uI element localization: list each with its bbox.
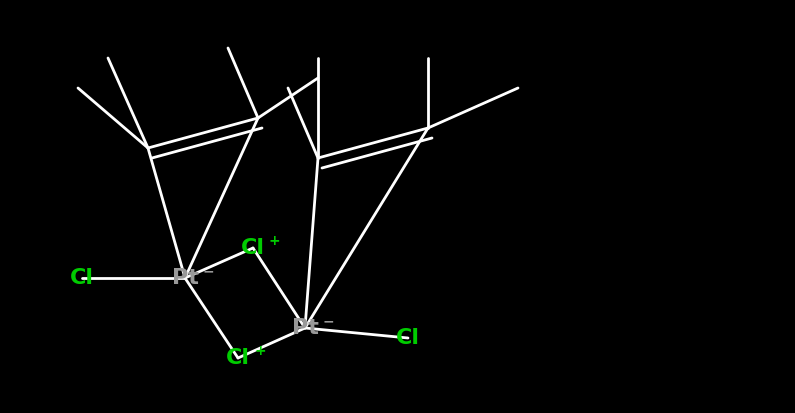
Text: Cl: Cl — [70, 268, 94, 288]
Text: +: + — [269, 234, 281, 248]
Text: Pt: Pt — [292, 318, 319, 338]
Text: −: − — [323, 314, 335, 328]
Text: Cl: Cl — [226, 348, 250, 368]
Text: Cl: Cl — [241, 238, 265, 258]
Text: −: − — [203, 264, 215, 278]
Text: Pt: Pt — [172, 268, 199, 288]
Text: +: + — [254, 344, 266, 358]
Text: Cl: Cl — [396, 328, 420, 348]
